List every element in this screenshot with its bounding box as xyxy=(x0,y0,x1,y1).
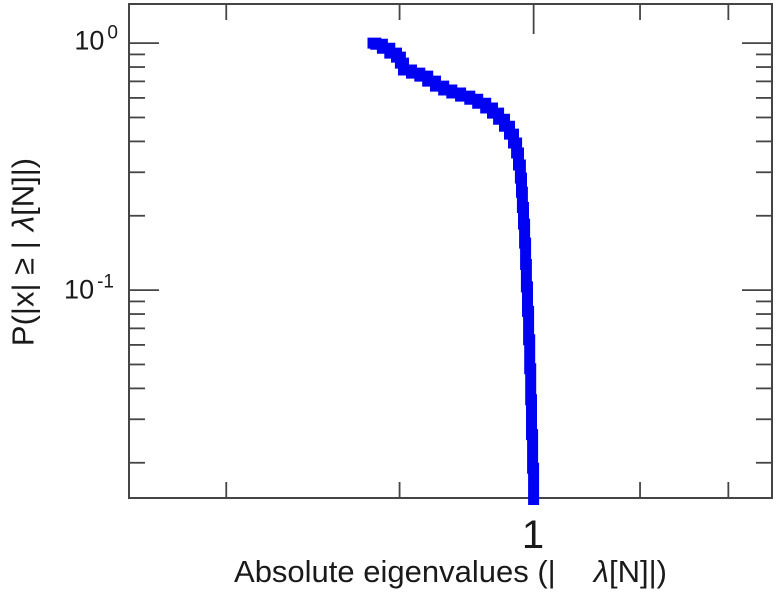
x-axis-title: Absolute eigenvalues (| λ[N]|) xyxy=(129,556,772,587)
y-axis-title-text: P(|x| ≥ | xyxy=(5,241,41,347)
x-tick-label-1: 1 xyxy=(521,513,545,557)
y-axis-title: P(|x| ≥ | λ[N]|) xyxy=(5,157,41,347)
plot-frame xyxy=(128,3,773,499)
y-tick-label-1e-1: 10 -1 xyxy=(64,273,114,305)
x-axis-title-suffix: [N]|) xyxy=(608,554,667,589)
y-tick-1e-1-exponent: -1 xyxy=(97,271,114,293)
ccdf-curve xyxy=(367,37,540,505)
y-tick-1e0-base: 10 xyxy=(74,25,105,56)
axis-ticks xyxy=(129,4,772,498)
x-axis-title-text: Absolute eigenvalues (| xyxy=(234,554,556,589)
lambda-symbol: λ xyxy=(5,215,41,232)
y-tick-label-1e0: 10 0 xyxy=(74,24,118,56)
y-tick-1e0-exponent: 0 xyxy=(107,22,118,44)
lambda-symbol: λ xyxy=(593,554,609,589)
y-axis-title-suffix: [N]|) xyxy=(5,157,41,216)
y-tick-1e-1-base: 10 xyxy=(64,274,95,305)
